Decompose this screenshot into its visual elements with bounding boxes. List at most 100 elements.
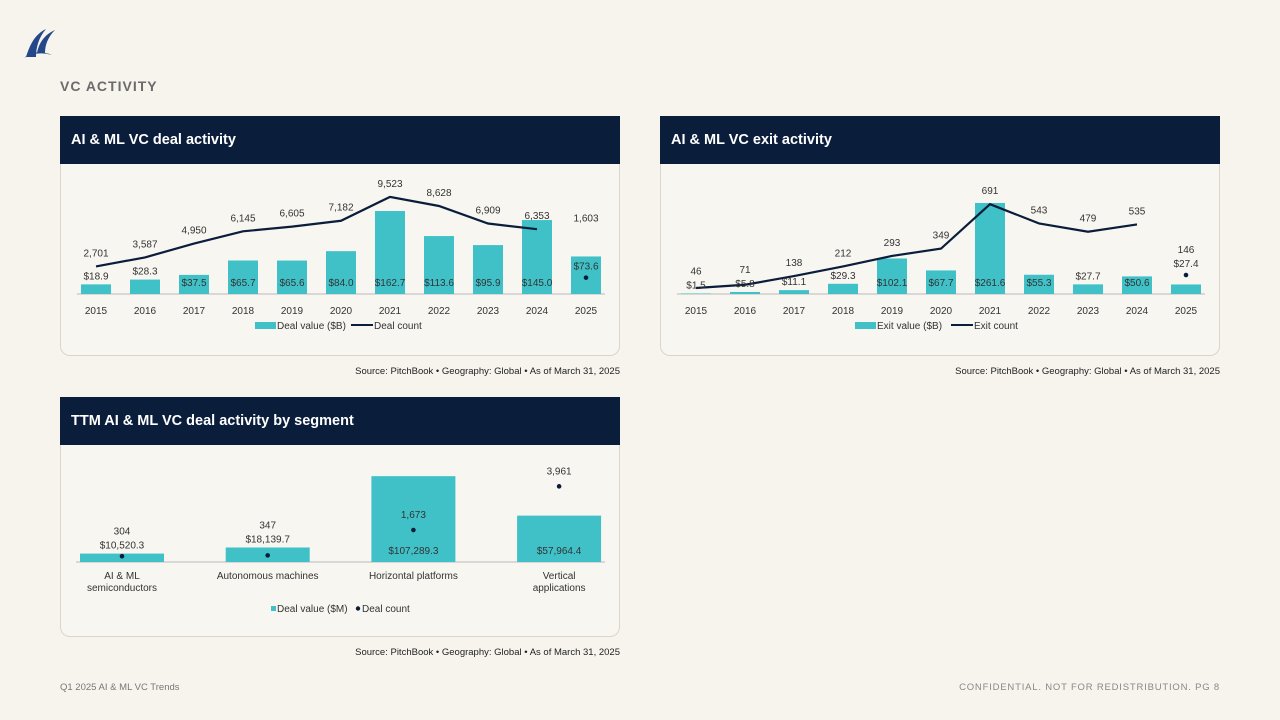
count-line xyxy=(695,202,1138,290)
count-dot-Vertical applications xyxy=(556,484,562,489)
count-label: 349 xyxy=(933,231,950,242)
bar-2019 xyxy=(277,260,307,294)
count-label: 138 xyxy=(786,258,803,269)
segment-chart: $10,520.3 $18,139.7 $107,289.3 $57,964.4 304… xyxy=(76,466,606,615)
source-note: Source: PitchBook • Geography: Global • … xyxy=(955,366,1220,377)
value-label: $145.0 xyxy=(522,278,553,289)
bar-2020 xyxy=(326,251,356,294)
count-label: 71 xyxy=(739,265,751,276)
bar-2022 xyxy=(1024,274,1054,294)
exit-activity-panel: AI & ML VC exit activity $1.5 $5.8 $11.1 $2… xyxy=(660,116,1220,356)
count-label: 212 xyxy=(835,248,852,259)
bar-2016 xyxy=(730,291,760,294)
legend-bar-swatch xyxy=(271,606,276,611)
count-dot-2025 xyxy=(1183,272,1189,278)
legend-dot-swatch xyxy=(355,606,361,611)
bar-2023 xyxy=(473,245,503,294)
count-label: 6,909 xyxy=(475,206,500,217)
count-label: 347 xyxy=(259,520,276,531)
category-label: semiconductors xyxy=(87,583,157,594)
category-label: 2015 xyxy=(85,306,108,317)
panel-title: AI & ML VC exit activity xyxy=(660,116,1220,164)
bar-2024 xyxy=(1122,276,1152,294)
category-label: 2020 xyxy=(330,306,353,317)
category-label: 2019 xyxy=(881,306,904,317)
bar-2021 xyxy=(375,211,405,294)
deal-activity-panel: AI & ML VC deal activity $18.9 $28.3 $37.5… xyxy=(60,116,620,356)
category-label: 2023 xyxy=(477,306,500,317)
bar-2016 xyxy=(130,279,160,294)
category-label: 2022 xyxy=(1028,306,1051,317)
section-title: VC ACTIVITY xyxy=(60,78,158,94)
category-label: 2021 xyxy=(379,306,402,317)
bar-2019 xyxy=(877,258,907,294)
footer-confidential: CONFIDENTIAL. NOT FOR REDISTRIBUTION. PG… xyxy=(959,682,1220,693)
count-label: 6,353 xyxy=(524,211,549,222)
count-dot-AI & ML semiconductors xyxy=(119,553,125,559)
value-label: $18.9 xyxy=(83,271,108,282)
count-dot-Horizontal platforms xyxy=(411,527,416,533)
count-label: 1,673 xyxy=(401,510,426,521)
category-label: 2023 xyxy=(1077,306,1100,317)
count-line xyxy=(95,195,538,268)
count-label: 7,182 xyxy=(328,203,353,214)
bar-2025 xyxy=(1171,284,1201,294)
bar-2025 xyxy=(571,256,601,294)
category-label: 2018 xyxy=(232,306,255,317)
category-label: 2022 xyxy=(428,306,451,317)
category-label: Autonomous machines xyxy=(217,571,319,582)
count-label: 6,605 xyxy=(279,209,304,220)
value-label: $28.3 xyxy=(132,267,157,278)
bar-2015 xyxy=(81,284,111,294)
value-label: $65.6 xyxy=(279,278,304,289)
count-label: 3,587 xyxy=(132,239,157,250)
value-label: $1.5 xyxy=(686,280,706,291)
value-label: $27.7 xyxy=(1075,271,1100,282)
legend-bar-label: Exit value ($B) xyxy=(877,321,942,332)
count-label: 8,628 xyxy=(426,188,451,199)
count-label: 2,701 xyxy=(83,248,108,259)
count-label: 304 xyxy=(114,527,131,538)
category-label: AI & ML xyxy=(104,571,140,582)
exit-activity-chart: $1.5 $5.8 $11.1 $29.3 $102.1 $67.7 $261.6 $55.3… xyxy=(677,186,1205,332)
bar-2023 xyxy=(1073,284,1103,294)
bar-2021 xyxy=(975,202,1005,294)
source-note: Source: PitchBook • Geography: Global • … xyxy=(355,647,620,658)
panel-title: AI & ML VC deal activity xyxy=(60,116,620,164)
legend-bar-label: Deal value ($M) xyxy=(277,604,348,615)
bar-Horizontal platforms xyxy=(371,476,456,562)
footer-report-name: Q1 2025 AI & ML VC Trends xyxy=(60,682,180,693)
count-label: 479 xyxy=(1080,214,1097,225)
deal-activity-chart: $18.9 $28.3 $37.5 $65.7 $65.6 $84.0 $162.7 $113… xyxy=(77,179,605,332)
category-label: Horizontal platforms xyxy=(369,571,458,582)
legend-bar-swatch xyxy=(255,322,276,329)
value-label: $55.3 xyxy=(1026,278,1051,289)
legend-line-label: Deal count xyxy=(374,321,422,332)
value-label: $102.1 xyxy=(877,278,908,289)
count-label: 543 xyxy=(1031,205,1048,216)
bar-2017 xyxy=(779,290,809,294)
bar-2022 xyxy=(424,236,454,294)
category-label: Vertical xyxy=(543,571,576,582)
value-label: $261.6 xyxy=(975,278,1006,289)
value-label: $107,289.3 xyxy=(388,546,438,557)
legend-bar-swatch xyxy=(855,322,876,329)
bar-2024 xyxy=(522,220,552,294)
bar-2020 xyxy=(926,270,956,294)
category-label: 2016 xyxy=(134,306,157,317)
category-label: 2017 xyxy=(783,306,806,317)
category-label: 2015 xyxy=(685,306,708,317)
value-label: $67.7 xyxy=(928,278,953,289)
count-label: 3,961 xyxy=(547,466,572,477)
category-label: 2020 xyxy=(930,306,953,317)
value-label: $84.0 xyxy=(328,278,353,289)
category-label: 2025 xyxy=(575,306,598,317)
count-label: 1,603 xyxy=(573,213,598,224)
value-label: $10,520.3 xyxy=(100,541,145,552)
bar-2018 xyxy=(828,283,858,294)
category-label: 2018 xyxy=(832,306,855,317)
value-label: $11.1 xyxy=(782,277,807,288)
value-label: $5.8 xyxy=(735,279,755,290)
value-label: $27.4 xyxy=(1173,259,1198,270)
value-label: $73.6 xyxy=(573,262,598,273)
